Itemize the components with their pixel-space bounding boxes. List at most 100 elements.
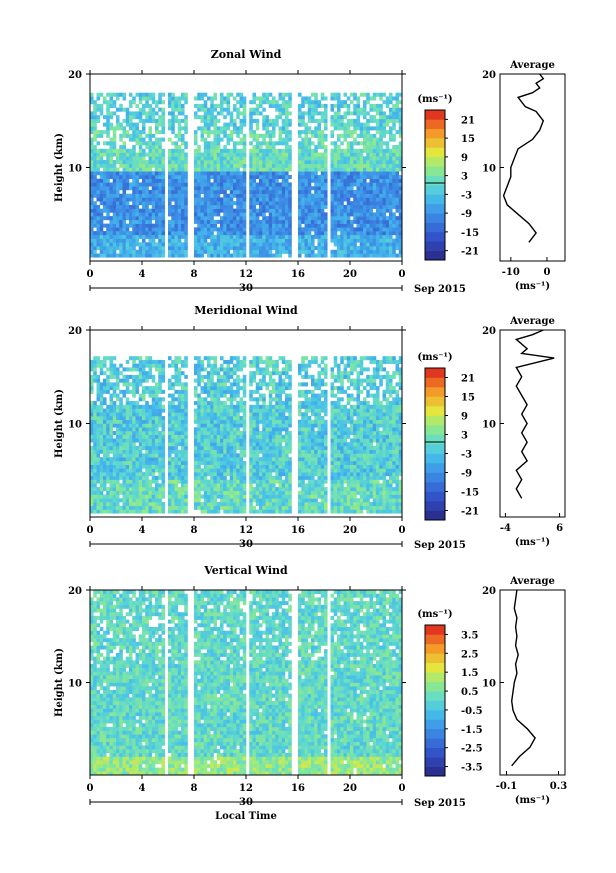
heatmap-cell: [200, 363, 205, 368]
heatmap-cell: [265, 115, 270, 120]
heatmap-cell: [99, 189, 104, 194]
heatmap-cell: [200, 171, 205, 176]
heatmap-cell: [311, 115, 315, 120]
heatmap-cell: [129, 483, 133, 488]
heatmap-cell: [181, 412, 185, 417]
heatmap-cell: [174, 197, 179, 202]
heatmap-cell: [298, 223, 302, 228]
heatmap-cell: [125, 453, 130, 458]
heatmap-cell: [112, 189, 117, 194]
heatmap-cell: [379, 204, 383, 209]
heatmap-cell: [171, 141, 175, 146]
heatmap-cell: [158, 445, 162, 450]
colorbar-segment: [425, 138, 445, 148]
heatmap-cell: [330, 208, 335, 213]
heatmap-cell: [151, 171, 156, 176]
heatmap-cell: [181, 449, 185, 454]
heatmap-cell: [350, 246, 354, 251]
heatmap-cell: [142, 498, 146, 503]
heatmap-cell: [268, 197, 273, 202]
heatmap-cell: [129, 460, 133, 465]
heatmap-cell: [142, 246, 146, 251]
heatmap-cell: [259, 253, 263, 258]
heatmap-cell: [125, 434, 130, 439]
heatmap-cell: [298, 193, 302, 198]
heatmap-cell: [90, 171, 94, 176]
heatmap-cell: [216, 374, 221, 379]
heatmap-cell: [382, 130, 387, 135]
heatmap-cell: [207, 393, 211, 398]
heatmap-cell: [148, 509, 153, 514]
heatmap-cell: [226, 137, 231, 142]
heatmap-cell: [151, 145, 156, 150]
heatmap-cell: [385, 204, 390, 209]
heatmap-cell: [333, 103, 338, 108]
heatmap-cell: [171, 423, 175, 428]
heatmap-cell: [90, 122, 94, 127]
heatmap-cell: [129, 453, 133, 458]
heatmap-cell: [346, 156, 351, 161]
heatmap-cell: [116, 483, 120, 488]
heatmap-cell: [122, 234, 127, 239]
heatmap-cell: [99, 468, 104, 473]
heatmap-cell: [317, 137, 322, 142]
heatmap-cell: [304, 137, 309, 142]
heatmap-cell: [216, 442, 221, 447]
heatmap-cell: [106, 460, 110, 465]
heatmap-cell: [255, 182, 260, 187]
heatmap-cell: [138, 160, 143, 165]
heatmap-cell: [239, 201, 244, 206]
heatmap-cell: [203, 249, 208, 254]
heatmap-cell: [151, 182, 156, 187]
heatmap-cell: [93, 152, 97, 157]
heatmap-cell: [395, 100, 400, 105]
heatmap-cell: [158, 509, 162, 514]
heatmap-cell: [109, 401, 114, 406]
heatmap-cell: [317, 189, 322, 194]
heatmap-cell: [194, 490, 198, 495]
heatmap-cell: [281, 186, 286, 191]
heatmap-cell: [213, 219, 218, 224]
heatmap-cell: [298, 115, 302, 120]
heatmap-cell: [262, 223, 266, 228]
heatmap-cell: [138, 475, 143, 480]
heatmap-cell: [324, 216, 328, 221]
heatmap-cell: [177, 479, 182, 484]
heatmap-cell: [174, 152, 179, 157]
heatmap-cell: [181, 234, 185, 239]
heatmap-cell: [158, 197, 162, 202]
heatmap-cell: [288, 219, 292, 224]
heatmap-cell: [285, 156, 289, 161]
heatmap-cell: [229, 502, 234, 507]
heatmap-cell: [382, 204, 387, 209]
heatmap-cell: [395, 201, 400, 206]
heatmap-cell: [317, 156, 322, 161]
heatmap-cell: [272, 160, 276, 165]
heatmap-cell: [116, 122, 120, 127]
heatmap-cell: [93, 204, 97, 209]
heatmap-cell: [249, 178, 253, 183]
heatmap-cell: [275, 253, 279, 258]
heatmap-cell: [203, 231, 208, 236]
heatmap-cell: [135, 460, 140, 465]
heatmap-cell: [311, 118, 315, 123]
heatmap-cell: [298, 234, 302, 239]
heatmap-cell: [119, 126, 123, 131]
heatmap-cell: [93, 107, 97, 112]
heatmap-cell: [314, 186, 318, 191]
heatmap-cell: [262, 219, 266, 224]
heatmap-cell: [194, 111, 198, 116]
heatmap-cell: [96, 227, 101, 232]
heatmap-cell: [93, 212, 97, 217]
heatmap-cell: [203, 416, 208, 421]
heatmap-cell: [138, 378, 143, 383]
heatmap-cell: [210, 457, 214, 462]
heatmap-cell: [333, 156, 338, 161]
heatmap-cell: [346, 231, 351, 236]
heatmap-cell: [125, 212, 130, 217]
heatmap-cell: [112, 509, 117, 514]
heatmap-cell: [359, 208, 364, 213]
heatmap-cell: [184, 193, 188, 198]
heatmap-cell: [122, 96, 127, 101]
heatmap-cell: [242, 103, 247, 108]
